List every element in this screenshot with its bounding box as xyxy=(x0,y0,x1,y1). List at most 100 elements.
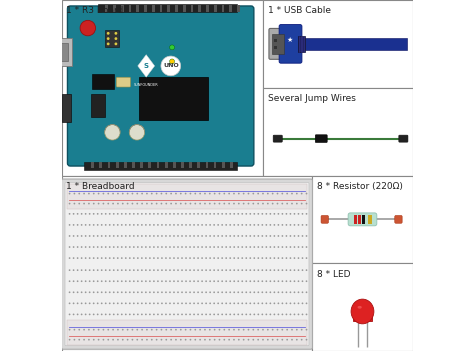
Circle shape xyxy=(270,291,271,293)
Circle shape xyxy=(254,235,255,237)
Polygon shape xyxy=(138,55,155,77)
Circle shape xyxy=(73,224,74,226)
Circle shape xyxy=(161,235,163,237)
Circle shape xyxy=(81,257,82,259)
Circle shape xyxy=(161,193,162,194)
Circle shape xyxy=(97,269,99,271)
Circle shape xyxy=(293,313,295,315)
Circle shape xyxy=(145,235,147,237)
Circle shape xyxy=(129,257,131,259)
Circle shape xyxy=(169,224,171,226)
Circle shape xyxy=(219,339,220,340)
Circle shape xyxy=(225,313,227,315)
Circle shape xyxy=(173,291,175,293)
Circle shape xyxy=(272,193,273,194)
Circle shape xyxy=(161,213,163,215)
Circle shape xyxy=(165,303,167,304)
Circle shape xyxy=(149,269,151,271)
Circle shape xyxy=(185,280,187,282)
Circle shape xyxy=(306,246,307,248)
Circle shape xyxy=(73,269,74,271)
Circle shape xyxy=(107,37,109,40)
Circle shape xyxy=(213,269,215,271)
Circle shape xyxy=(137,339,138,340)
Text: 1 * Breadboard: 1 * Breadboard xyxy=(66,182,134,191)
Bar xyxy=(124,162,127,168)
Circle shape xyxy=(113,235,115,237)
Circle shape xyxy=(282,213,283,215)
Circle shape xyxy=(243,329,245,331)
Circle shape xyxy=(249,235,251,237)
Circle shape xyxy=(89,303,91,304)
Circle shape xyxy=(121,213,123,215)
Circle shape xyxy=(161,313,163,315)
Circle shape xyxy=(78,339,80,340)
Bar xyxy=(67,184,307,208)
Circle shape xyxy=(282,203,283,204)
Circle shape xyxy=(177,291,179,293)
Bar xyxy=(62,94,71,121)
Circle shape xyxy=(83,193,85,194)
Bar xyxy=(116,162,118,168)
Circle shape xyxy=(105,313,107,315)
Circle shape xyxy=(233,224,235,226)
Circle shape xyxy=(197,291,199,293)
Circle shape xyxy=(290,257,292,259)
Circle shape xyxy=(165,269,167,271)
Circle shape xyxy=(277,291,279,293)
Circle shape xyxy=(221,269,223,271)
Circle shape xyxy=(133,246,135,248)
Circle shape xyxy=(122,329,124,331)
Circle shape xyxy=(253,339,254,340)
Circle shape xyxy=(132,329,133,331)
Circle shape xyxy=(129,235,131,237)
Circle shape xyxy=(246,291,247,293)
Circle shape xyxy=(185,339,186,340)
Circle shape xyxy=(88,339,90,340)
FancyBboxPatch shape xyxy=(65,183,309,346)
Circle shape xyxy=(249,257,251,259)
Circle shape xyxy=(213,257,215,259)
Circle shape xyxy=(151,203,153,204)
Circle shape xyxy=(201,313,203,315)
Circle shape xyxy=(213,303,215,304)
Circle shape xyxy=(156,193,157,194)
Circle shape xyxy=(69,291,71,293)
Circle shape xyxy=(247,329,249,331)
Circle shape xyxy=(205,235,207,237)
Circle shape xyxy=(127,203,128,204)
Bar xyxy=(99,4,237,12)
Circle shape xyxy=(205,213,207,215)
Circle shape xyxy=(246,280,247,282)
Bar xyxy=(312,263,412,351)
Circle shape xyxy=(306,313,307,315)
Circle shape xyxy=(102,339,104,340)
Circle shape xyxy=(121,235,123,237)
Circle shape xyxy=(201,280,203,282)
Circle shape xyxy=(209,303,211,304)
Circle shape xyxy=(132,193,133,194)
Circle shape xyxy=(285,246,287,248)
Circle shape xyxy=(69,235,71,237)
Circle shape xyxy=(221,313,223,315)
Circle shape xyxy=(169,235,171,237)
Circle shape xyxy=(156,339,157,340)
Bar xyxy=(144,5,147,12)
Circle shape xyxy=(190,339,191,340)
Circle shape xyxy=(149,303,151,304)
Circle shape xyxy=(254,246,255,248)
Circle shape xyxy=(81,269,82,271)
Circle shape xyxy=(125,246,127,248)
Circle shape xyxy=(145,313,147,315)
Circle shape xyxy=(217,280,219,282)
Bar xyxy=(230,162,233,168)
Bar xyxy=(183,5,186,12)
Circle shape xyxy=(177,213,179,215)
Circle shape xyxy=(201,246,203,248)
Circle shape xyxy=(257,303,259,304)
Circle shape xyxy=(213,280,215,282)
Circle shape xyxy=(293,213,295,215)
Circle shape xyxy=(169,246,171,248)
Circle shape xyxy=(249,291,251,293)
Circle shape xyxy=(97,213,99,215)
